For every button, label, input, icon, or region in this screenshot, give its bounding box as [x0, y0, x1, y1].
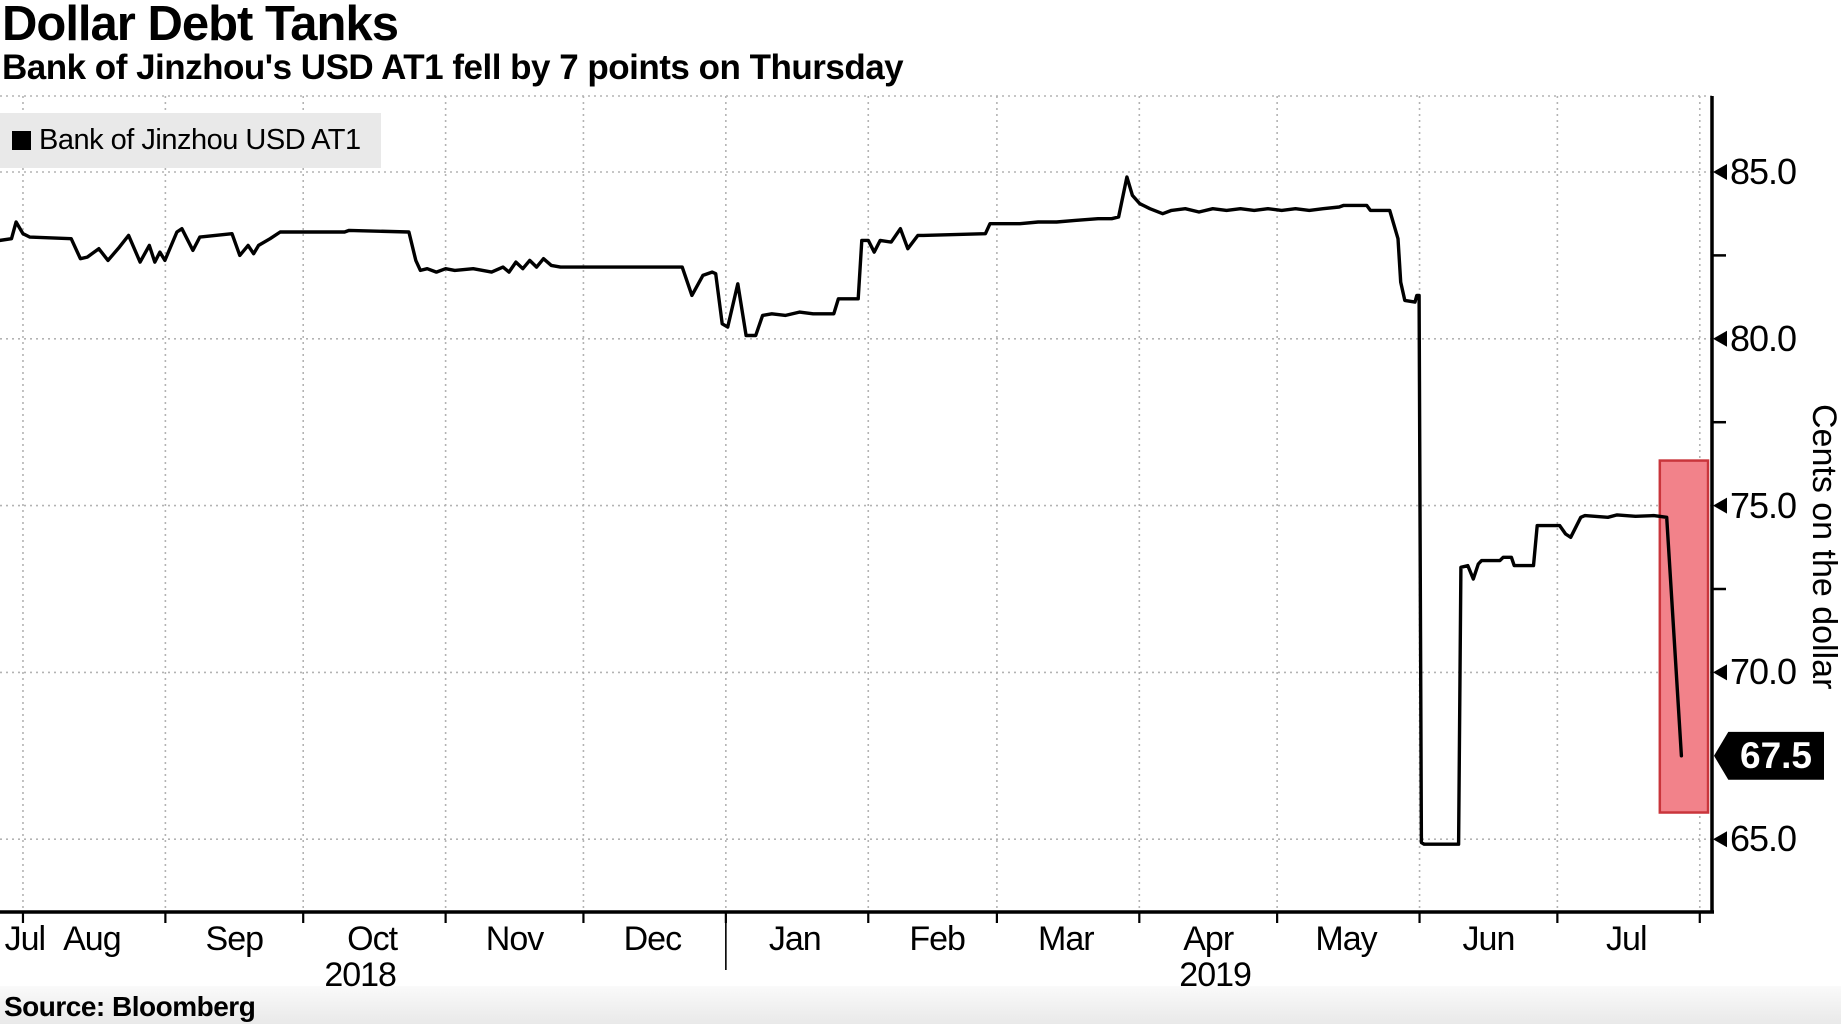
- highlight-region: [1658, 459, 1710, 814]
- x-month-label: Feb: [909, 920, 966, 958]
- y-tick-label: 85.0: [1730, 151, 1797, 192]
- x-month-label: Sep: [205, 920, 265, 958]
- chart-title: Dollar Debt Tanks: [2, 0, 399, 51]
- y-axis-title-container: Cents on the dollar: [1804, 0, 1841, 1024]
- y-tick-label: 70.0: [1730, 651, 1797, 693]
- legend: Bank of Jinzhou USD AT1: [0, 113, 381, 168]
- x-month-label: Jun: [1462, 920, 1516, 958]
- y-major-tick-arrow: [1713, 497, 1727, 514]
- price-line: [0, 175, 1684, 846]
- x-year-label: 2019: [1179, 956, 1252, 994]
- x-year-label: 2018: [324, 956, 397, 994]
- y-tick-label: 80.0: [1730, 317, 1797, 359]
- legend-swatch-icon: [12, 131, 31, 150]
- x-month-label: Oct: [347, 920, 398, 958]
- x-month-label: Mar: [1038, 920, 1095, 958]
- chart-subtitle: Bank of Jinzhou's USD AT1 fell by 7 poin…: [2, 48, 904, 87]
- y-tick-label: 65.0: [1730, 818, 1797, 860]
- y-major-tick-arrow: [1713, 831, 1727, 848]
- source-credit: Source: Bloomberg: [4, 991, 256, 1022]
- x-month-label: May: [1315, 920, 1377, 958]
- y-tick-label: 75.0: [1730, 484, 1797, 526]
- y-axis-title: Cents on the dollar: [1805, 404, 1841, 690]
- x-month-label: Jan: [768, 920, 822, 958]
- x-month-label: Jul: [1606, 920, 1647, 958]
- y-major-tick-arrow: [1713, 664, 1727, 681]
- x-month-label: Nov: [485, 920, 544, 958]
- y-major-tick-arrow: [1713, 164, 1727, 180]
- legend-label: Bank of Jinzhou USD AT1: [39, 124, 361, 156]
- x-month-label: Jul: [4, 920, 46, 958]
- footer-band: [0, 986, 1841, 1024]
- x-month-label: Aug: [63, 920, 122, 958]
- y-major-tick-arrow: [1713, 330, 1727, 347]
- x-month-label: Dec: [623, 920, 682, 958]
- x-month-label: Apr: [1183, 920, 1234, 958]
- last-price-callout: 67.5: [1714, 731, 1825, 780]
